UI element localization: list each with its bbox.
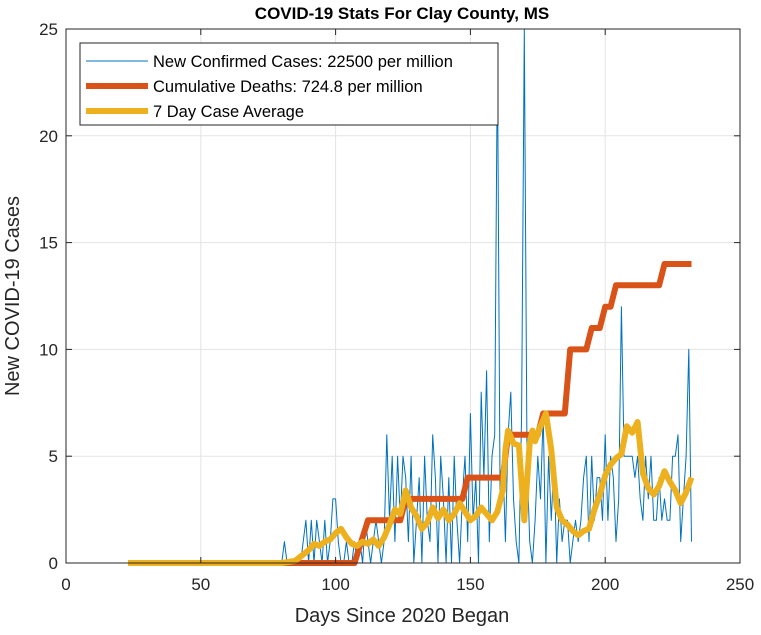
series-layer: [128, 28, 695, 566]
y-tick-label: 25: [39, 20, 58, 39]
axes-box: [65, 28, 741, 564]
x-axis-label: Days Since 2020 Began: [295, 605, 510, 627]
legend-label-cumulative-deaths: Cumulative Deaths: 724.8 per million: [153, 78, 423, 96]
y-axis-label: New COVID-19 Cases: [2, 196, 24, 396]
legend-label-7day-average: 7 Day Case Average: [153, 103, 304, 121]
x-tick-label: 50: [191, 575, 210, 594]
series-7day-average-line: [128, 410, 695, 566]
y-tick-label: 5: [49, 447, 58, 466]
legend-label-new-cases: New Confirmed Cases: 22500 per million: [153, 53, 453, 71]
ticks-layer: 0 50 100 150 200 250 0 5 10 15 20 25: [39, 20, 754, 594]
x-tick-label: 0: [61, 575, 70, 594]
x-tick-label: 250: [726, 575, 754, 594]
x-tick-label: 100: [321, 575, 349, 594]
x-tick-label: 150: [456, 575, 484, 594]
x-tick-label: 200: [591, 575, 619, 594]
legend: New Confirmed Cases: 22500 per million C…: [79, 42, 499, 126]
legend-box: [79, 42, 499, 126]
chart-title: COVID-19 Stats For Clay County, MS: [255, 4, 549, 23]
y-tick-label: 20: [39, 127, 58, 146]
y-tick-label: 10: [39, 340, 58, 359]
series-new-confirmed-cases-line: [128, 28, 692, 564]
y-tick-label: 15: [39, 234, 58, 253]
y-tick-label: 0: [49, 554, 58, 573]
